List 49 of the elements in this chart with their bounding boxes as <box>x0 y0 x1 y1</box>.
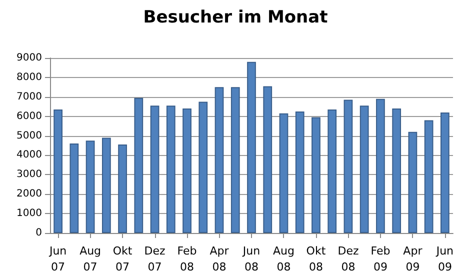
y-tick-label: 5000 <box>16 130 42 142</box>
x-tick-label: Jun 09 <box>435 244 454 274</box>
bar <box>440 112 450 233</box>
x-tick-label: Feb 09 <box>370 244 390 274</box>
bar <box>118 144 127 233</box>
bar <box>247 62 256 233</box>
y-tick-label: 7000 <box>16 91 42 102</box>
bar <box>86 140 95 233</box>
y-tick-label: 3000 <box>16 169 42 180</box>
chart-title: Besucher im Monat <box>143 8 328 28</box>
bar <box>408 132 418 233</box>
bar <box>328 110 337 233</box>
bar <box>230 87 240 233</box>
bar <box>279 113 288 233</box>
x-tick-label: Jun 07 <box>48 244 67 274</box>
x-tick-label: Okt 07 <box>112 244 133 274</box>
y-tick-label: 1000 <box>16 208 42 220</box>
bar <box>198 102 208 233</box>
bar <box>166 106 176 233</box>
x-tick-label: Dez 08 <box>338 244 359 274</box>
bar <box>376 98 385 233</box>
bar <box>295 111 304 233</box>
bar <box>182 108 192 233</box>
bar <box>54 110 62 233</box>
y-tick-label: 9000 <box>16 52 42 64</box>
bar <box>150 106 160 233</box>
bar <box>70 144 79 233</box>
x-tick-label: Aug 08 <box>273 244 294 274</box>
bar <box>344 100 353 233</box>
y-tick-label: 8000 <box>16 72 42 83</box>
bar <box>214 87 224 233</box>
x-tick-label: Aug 07 <box>80 244 102 274</box>
y-tick-label: 2000 <box>16 188 42 200</box>
x-tick-label: Jun 08 <box>242 244 260 274</box>
x-tick-label: Dez 07 <box>144 244 166 274</box>
bar <box>134 98 144 233</box>
y-tick-label: 6000 <box>16 110 42 122</box>
x-tick-label: Apr 08 <box>210 244 230 274</box>
bar <box>424 120 434 233</box>
x-tick-label: Feb 08 <box>177 244 197 274</box>
x-tick-label: Okt 08 <box>306 244 326 274</box>
bar <box>312 117 320 233</box>
y-tick-label: 0 <box>36 228 42 238</box>
bar <box>360 106 369 233</box>
y-tick-label: 4000 <box>16 150 42 161</box>
x-tick-label: Apr 09 <box>403 244 423 274</box>
bar <box>392 108 402 233</box>
bar <box>263 86 272 233</box>
bar <box>102 138 111 233</box>
